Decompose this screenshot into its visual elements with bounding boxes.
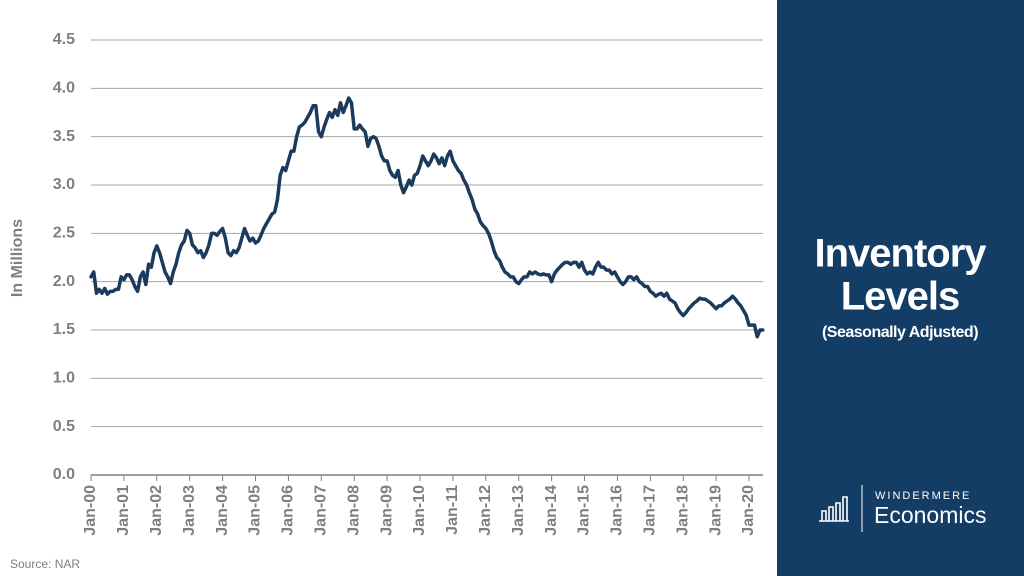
y-tick-label: 1.5 [53,321,75,338]
y-tick-label: 3.5 [53,128,75,145]
x-tick-label: Jan-06 [280,485,297,536]
x-tick-label: Jan-02 [148,485,165,536]
x-tick-label: Jan-14 [543,485,560,536]
x-tick-label: Jan-08 [345,485,362,536]
source: Source: NAR [10,557,80,571]
title: Inventory [814,232,987,276]
x-tick-label: Jan-09 [378,485,395,536]
logo-brand: WINDERMERE [875,490,971,502]
x-tick-label: Jan-16 [609,485,626,536]
x-tick-label: Jan-11 [444,485,461,535]
x-tick-label: Jan-15 [576,485,593,536]
side-panel [777,0,1024,576]
y-tick-label: 2.0 [53,273,75,290]
y-tick-label: 0.5 [53,418,75,435]
y-tick-label: 4.5 [53,31,75,48]
subtitle: (Seasonally Adjusted) [822,324,978,341]
y-tick-label: 0.0 [53,466,75,483]
y-tick-label: 4.0 [53,80,75,97]
logo-icon [819,496,849,522]
x-tick-label: Jan-12 [477,485,494,536]
x-tick-label: Jan-13 [510,485,527,536]
x-tick-label: Jan-03 [181,485,198,536]
logo-name: Economics [874,502,986,528]
x-tick-label: Jan-07 [313,485,330,536]
y-tick-label: 3.0 [53,176,75,193]
title: Levels [841,275,960,319]
y-tick-label: 1.0 [53,370,75,387]
x-tick-label: Jan-04 [214,485,231,536]
y-axis-label: In Millions [9,219,26,297]
line-series [89,96,765,339]
y-tick-label: 2.5 [53,225,75,242]
x-tick-label: Jan-00 [82,485,99,536]
x-tick-label: Jan-17 [642,485,659,536]
x-tick-label: Jan-20 [740,485,757,536]
x-tick-label: Jan-19 [707,485,724,536]
x-tick-label: Jan-01 [115,485,132,536]
x-tick-label: Jan-05 [247,485,264,536]
x-tick-label: Jan-18 [674,485,691,536]
x-tick-label: Jan-10 [411,485,428,536]
